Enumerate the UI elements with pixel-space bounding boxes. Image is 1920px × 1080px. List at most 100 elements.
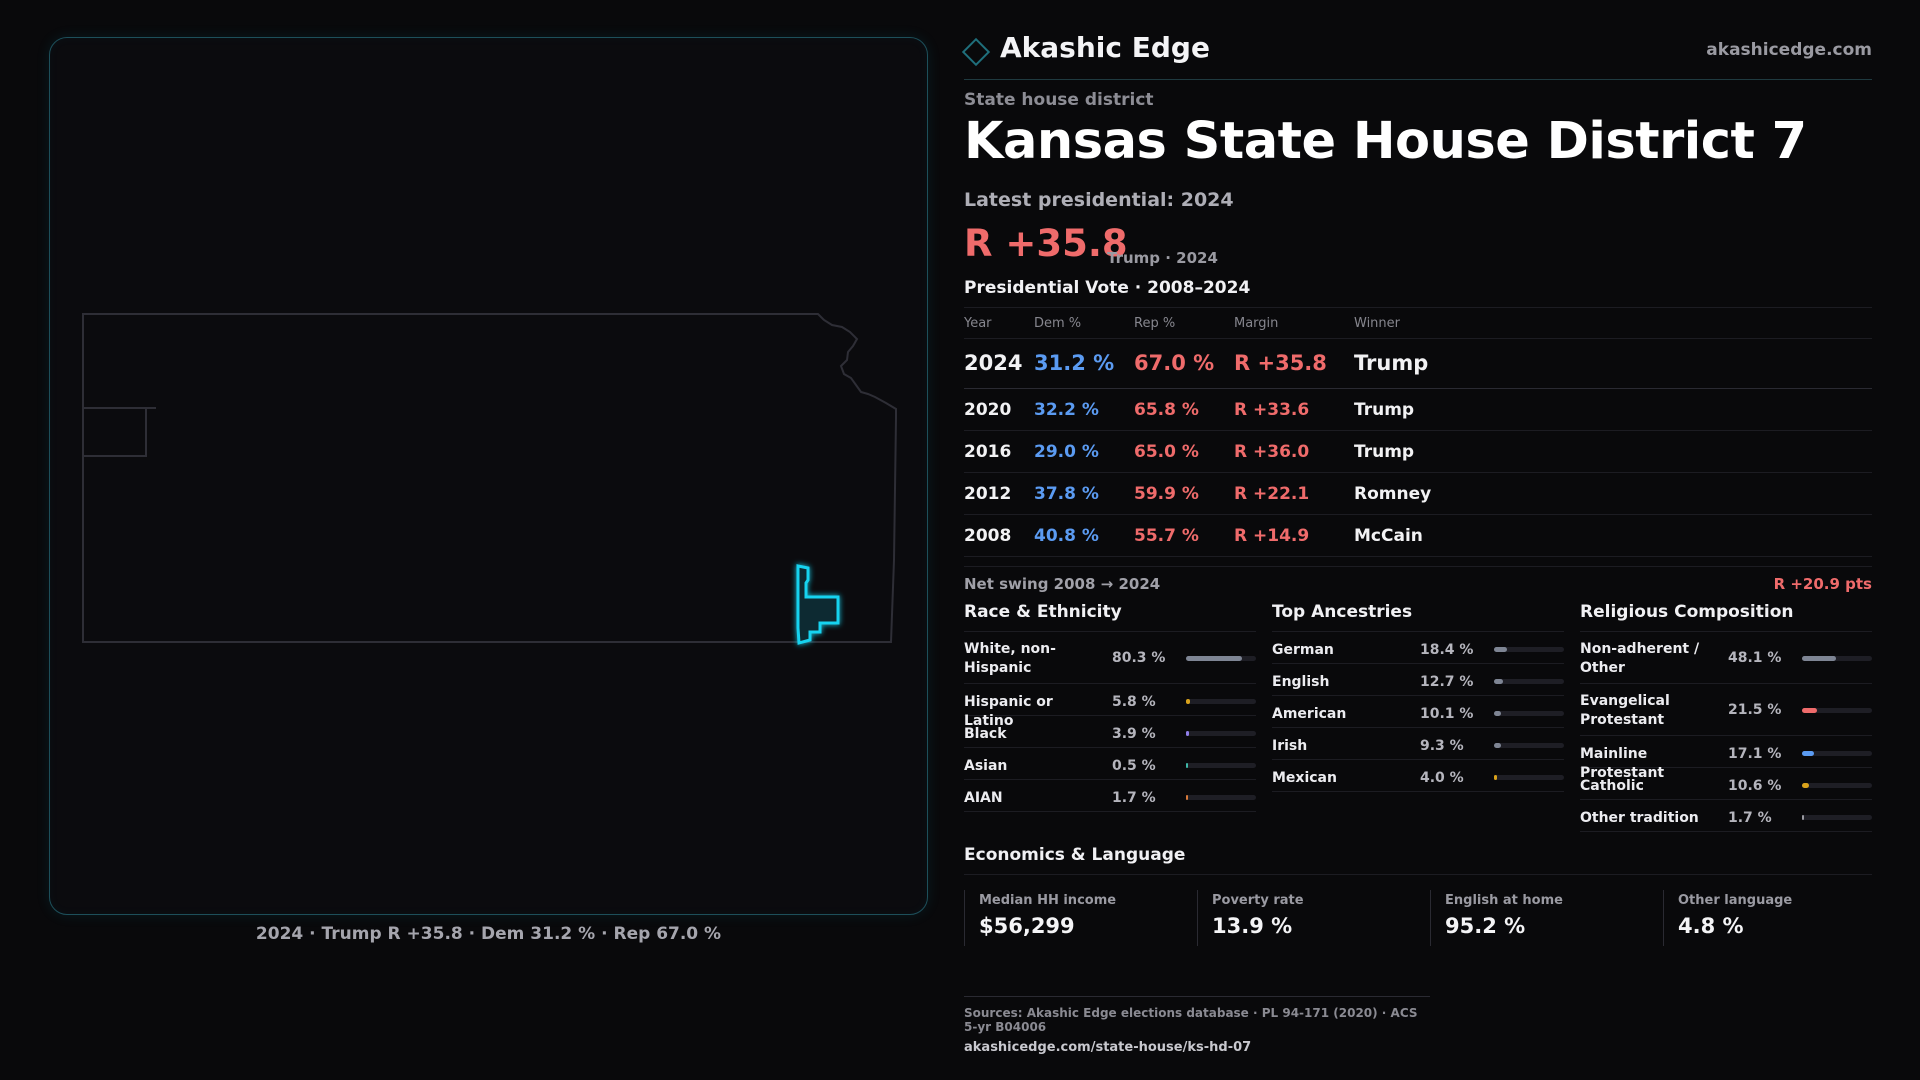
list-item: Irish 9.3 % <box>1272 728 1564 760</box>
sources-url-link[interactable]: akashicedge.com/state-house/ks-hd-07 <box>964 1040 1252 1055</box>
header-rep: Rep % <box>1134 316 1176 331</box>
bar-fill <box>1186 699 1191 704</box>
list-item: American 10.1 % <box>1272 696 1564 728</box>
item-label: Mainline Protestant <box>1580 746 1665 781</box>
latest-presidential-label: Latest presidential: 2024 <box>964 189 1234 211</box>
bar-fill <box>1494 679 1503 684</box>
presidential-vote-title: Presidential Vote · 2008–2024 <box>964 278 1251 298</box>
section-title: Race & Ethnicity <box>964 602 1256 632</box>
item-label: Irish <box>1272 738 1308 754</box>
brand-url-link[interactable]: akashicedge.com <box>1706 40 1872 60</box>
table-row: 2024 31.2 % 67.0 % R +35.8 Trump <box>964 339 1872 389</box>
row-winner: Romney <box>1354 484 1432 504</box>
item-label: Catholic <box>1580 778 1644 794</box>
diamond-logo-icon <box>961 37 991 67</box>
bar-fill <box>1186 656 1243 661</box>
table-row: 2012 37.8 % 59.9 % R +22.1 Romney <box>964 473 1872 515</box>
item-pct: 9.3 % <box>1420 738 1464 754</box>
bar-fill <box>1494 775 1497 780</box>
row-margin: R +33.6 <box>1234 400 1310 420</box>
bar-track <box>1186 731 1256 736</box>
item-pct: 1.7 % <box>1728 810 1772 826</box>
row-winner: Trump <box>1354 351 1429 375</box>
bar-fill <box>1186 731 1189 736</box>
stat-value: 95.2 % <box>1445 914 1526 938</box>
row-year: 2008 <box>964 526 1012 546</box>
table-row: 2016 29.0 % 65.0 % R +36.0 Trump <box>964 431 1872 473</box>
item-pct: 4.0 % <box>1420 770 1464 786</box>
stat-value: 13.9 % <box>1212 914 1293 938</box>
bar-fill <box>1802 815 1804 820</box>
item-pct: 0.5 % <box>1112 758 1156 774</box>
list-item: Catholic 10.6 % <box>1580 768 1872 800</box>
row-rep: 55.7 % <box>1134 526 1199 546</box>
headline-margin-sub: Trump · 2024 <box>1107 249 1218 267</box>
table-row: 2020 32.2 % 65.8 % R +33.6 Trump <box>964 389 1872 431</box>
inset-box <box>83 407 156 457</box>
details-panel: Akashic Edge akashicedge.com State house… <box>961 0 1872 1080</box>
item-label: Non-adherent / Other <box>1580 641 1700 676</box>
district-map[interactable] <box>49 37 928 915</box>
page-title: Kansas State House District 7 <box>964 112 1807 171</box>
race-ethnicity-section: Race & Ethnicity White, non-Hispanic 80.… <box>964 602 1256 812</box>
row-dem: 32.2 % <box>1034 400 1099 420</box>
stat-poverty-rate: Poverty rate 13.9 % <box>1197 890 1417 946</box>
economics-title: Economics & Language <box>964 845 1872 875</box>
district-7-shape[interactable] <box>796 564 840 645</box>
bar-track <box>1802 783 1872 788</box>
item-label: English <box>1272 674 1330 690</box>
net-swing-row: Net swing 2008 → 2024 R +20.9 pts <box>964 566 1872 593</box>
stat-value: $56,299 <box>979 914 1075 938</box>
stat-median-income: Median HH income $56,299 <box>964 890 1184 946</box>
item-pct: 17.1 % <box>1728 746 1782 762</box>
stat-english-at-home: English at home 95.2 % <box>1430 890 1650 946</box>
bar-fill <box>1494 743 1501 748</box>
row-rep: 65.0 % <box>1134 442 1199 462</box>
item-label: Asian <box>964 758 1008 774</box>
stat-other-language: Other language 4.8 % <box>1663 890 1883 946</box>
item-label: Other tradition <box>1580 810 1699 826</box>
item-label: Mexican <box>1272 770 1337 786</box>
row-margin: R +35.8 <box>1234 351 1327 375</box>
section-title: Top Ancestries <box>1272 602 1564 632</box>
item-pct: 48.1 % <box>1728 650 1782 666</box>
header-margin: Margin <box>1234 316 1279 331</box>
ancestries-section: Top Ancestries German 18.4 % English 12.… <box>1272 602 1564 792</box>
bar-track <box>1494 679 1564 684</box>
headline-margin: R +35.8 <box>964 222 1128 265</box>
bar-track <box>1186 699 1256 704</box>
list-item: Black 3.9 % <box>964 716 1256 748</box>
row-year: 2020 <box>964 400 1012 420</box>
bar-track <box>1494 711 1564 716</box>
bar-fill <box>1494 647 1507 652</box>
sources-text: Sources: Akashic Edge elections database… <box>964 1006 1418 1034</box>
stat-label: Other language <box>1678 893 1793 908</box>
bar-track <box>1494 743 1564 748</box>
row-margin: R +22.1 <box>1234 484 1310 504</box>
bar-track <box>1186 763 1256 768</box>
row-dem: 31.2 % <box>1034 351 1115 375</box>
bar-fill <box>1802 708 1818 713</box>
net-swing-value: R +20.9 pts <box>1773 575 1872 593</box>
item-label: White, non-Hispanic <box>964 641 1056 676</box>
row-year: 2024 <box>964 351 1023 375</box>
list-item: Asian 0.5 % <box>964 748 1256 780</box>
item-pct: 80.3 % <box>1112 650 1166 666</box>
item-label: German <box>1272 642 1334 658</box>
row-winner: Trump <box>1354 400 1415 420</box>
map-caption: 2024 · Trump R +35.8 · Dem 31.2 % · Rep … <box>255 924 722 944</box>
row-year: 2016 <box>964 442 1012 462</box>
header-year: Year <box>964 316 992 331</box>
item-pct: 10.6 % <box>1728 778 1782 794</box>
row-rep: 65.8 % <box>1134 400 1199 420</box>
bar-track <box>1494 775 1564 780</box>
stat-label: English at home <box>1445 893 1563 908</box>
row-margin: R +36.0 <box>1234 442 1310 462</box>
table-row: 2008 40.8 % 55.7 % R +14.9 McCain <box>964 515 1872 557</box>
list-item: Hispanic or Latino 5.8 % <box>964 684 1256 729</box>
net-swing-label: Net swing 2008 → 2024 <box>964 575 1161 593</box>
stat-value: 4.8 % <box>1678 914 1744 938</box>
row-dem: 40.8 % <box>1034 526 1099 546</box>
bar-fill <box>1494 711 1502 716</box>
item-label: Evangelical Protestant <box>1580 693 1670 728</box>
